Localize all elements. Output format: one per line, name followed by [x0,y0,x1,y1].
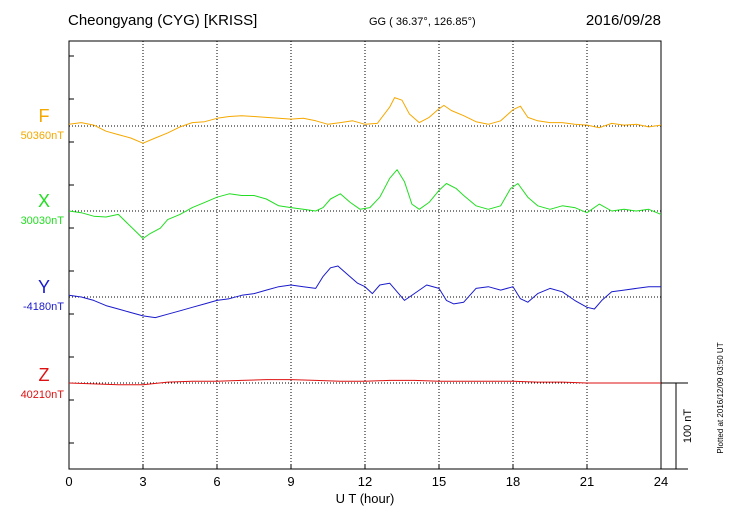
x-tick-label: 24 [654,474,668,489]
plotted-timestamp: Plotted at 2016/12/09 03:50 UT [716,342,725,453]
x-tick-label: 9 [287,474,294,489]
series-lines [68,97,662,386]
x-tick-label: 12 [358,474,372,489]
x-axis-title: U T (hour) [336,491,395,506]
component-label-z: Z [39,365,50,385]
scale-bar: 100 nT [661,382,694,470]
component-label-y: Y [38,277,50,297]
baseline-value-x: 30030nT [21,215,65,227]
x-tick-label: 21 [580,474,594,489]
station-coordinates: GG ( 36.37°, 126.85°) [369,16,476,28]
component-label-x: X [38,191,50,211]
baseline-value-z: 40210nT [21,389,65,401]
x-tick-label: 15 [432,474,446,489]
plot-date: 2016/09/28 [586,12,661,29]
series-line-z [68,379,661,386]
baseline-value-f: 50360nT [21,130,65,142]
component-label-f: F [39,106,50,126]
station-title: Cheongyang (CYG) [KRISS] [68,12,257,29]
scale-bar-label: 100 nT [682,409,694,444]
component-labels: F 50360nT X 30030nT Y -4180nT Z 40210nT [21,106,65,401]
baseline-value-y: -4180nT [23,301,64,313]
x-tick-label: 6 [213,474,220,489]
x-tick-label: 18 [506,474,520,489]
series-line-y [68,265,661,319]
series-line-f [68,97,662,144]
grid [142,41,588,469]
x-axis-ticks: 0 3 6 9 12 15 18 21 24 [65,55,668,489]
x-tick-label: 0 [65,474,72,489]
x-tick-label: 3 [139,474,146,489]
series-line-x [68,169,662,239]
